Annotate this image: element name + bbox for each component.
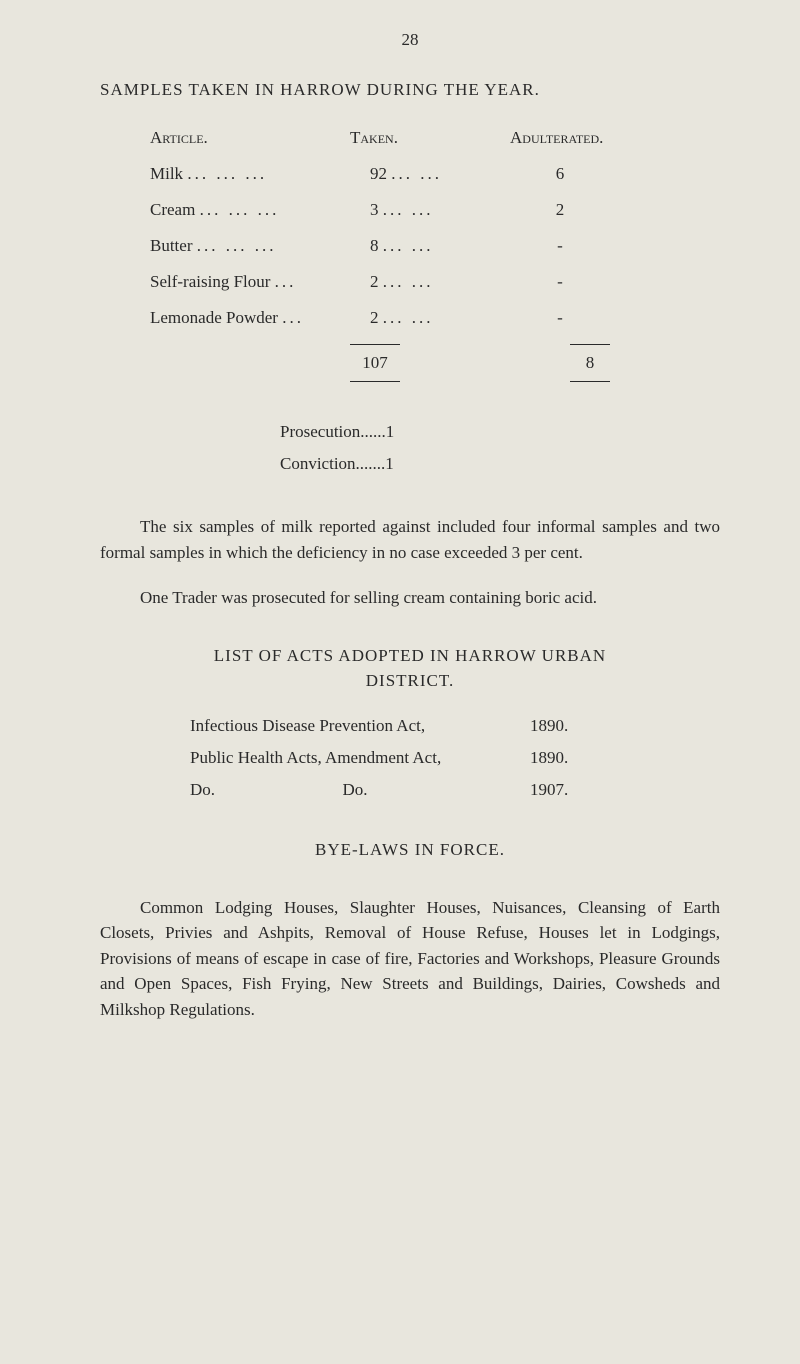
dots: ... ... [391,164,442,183]
table-row: Cream ... ... ... 3 ... ... 2 [150,200,720,220]
table-row: Self-raising Flour ... 2 ... ... - [150,272,720,292]
dots: ... ... [383,272,434,291]
act-row: Public Health Acts, Amendment Act, 1890. [190,748,720,768]
cell-adulterated: 6 [510,164,610,184]
dots: ... ... [383,236,434,255]
footer-total-adulterated: 8 [570,344,610,382]
act-name: Do. Do. [190,780,530,800]
cell-adulterated: - [510,236,610,256]
cell-taken: 3 ... ... [350,200,510,220]
cell-article: Lemonade Powder ... [150,308,350,328]
prosecution-line: Prosecution......1 [280,422,720,442]
page-number: 28 [100,30,720,50]
dots: ... [282,308,304,327]
header-taken: Taken. [350,128,510,148]
cell-taken: 8 ... ... [350,236,510,256]
footer-total-taken: 107 [350,344,400,382]
footer-spacer-2 [400,344,570,382]
prosecution-block: Prosecution......1 Conviction.......1 [280,422,720,474]
act-year: 1890. [530,748,590,768]
paragraph-milk-samples: The six samples of milk reported against… [100,514,720,565]
cell-taken: 2 ... ... [350,308,510,328]
cell-taken: 2 ... ... [350,272,510,292]
cell-adulterated: - [510,272,610,292]
main-title: SAMPLES TAKEN IN HARROW DURING THE YEAR. [100,80,720,100]
act-year: 1890. [530,716,590,736]
act-row: Infectious Disease Prevention Act, 1890. [190,716,720,736]
table-header-row: Article. Taken. Adulterated. [150,128,720,148]
table-row: Lemonade Powder ... 2 ... ... - [150,308,720,328]
table-footer: 107 8 [150,344,720,382]
acts-section-title: LIST OF ACTS ADOPTED IN HARROW URBAN [100,646,720,666]
acts-list: Infectious Disease Prevention Act, 1890.… [190,716,720,800]
act-year: 1907. [530,780,590,800]
act-name: Infectious Disease Prevention Act, [190,716,530,736]
act-name: Public Health Acts, Amendment Act, [190,748,530,768]
table-row: Butter ... ... ... 8 ... ... - [150,236,720,256]
dots: ... ... ... [187,164,267,183]
conviction-line: Conviction.......1 [280,454,720,474]
dots: ... ... [383,308,434,327]
dots: ... ... ... [197,236,277,255]
dots: ... [275,272,297,291]
header-article: Article. [150,128,350,148]
cell-article: Butter ... ... ... [150,236,350,256]
bye-laws-title: BYE-LAWS IN FORCE. [100,840,720,860]
dots: ... ... ... [200,200,280,219]
cell-article: Milk ... ... ... [150,164,350,184]
cell-adulterated: 2 [510,200,610,220]
acts-section-subtitle: DISTRICT. [100,671,720,691]
cell-taken: 92 ... ... [350,164,510,184]
samples-table: Article. Taken. Adulterated. Milk ... ..… [150,128,720,382]
paragraph-trader-prosecuted: One Trader was prosecuted for selling cr… [100,585,720,611]
dots: ... ... [383,200,434,219]
bye-laws-paragraph: Common Lodging Houses, Slaughter Houses,… [100,895,720,1023]
footer-spacer [150,344,350,382]
header-adulterated: Adulterated. [510,128,690,148]
cell-article: Cream ... ... ... [150,200,350,220]
cell-article: Self-raising Flour ... [150,272,350,292]
act-row: Do. Do. 1907. [190,780,720,800]
cell-adulterated: - [510,308,610,328]
table-row: Milk ... ... ... 92 ... ... 6 [150,164,720,184]
